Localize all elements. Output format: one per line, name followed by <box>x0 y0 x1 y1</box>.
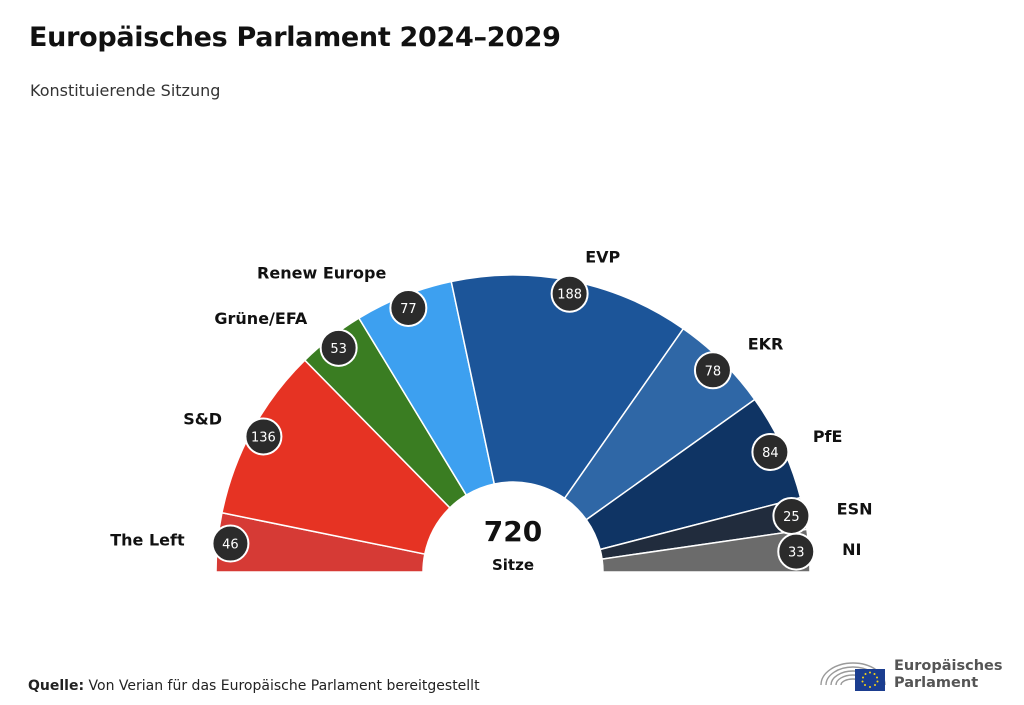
badge-the-left <box>211 524 250 563</box>
total-seats-label: Sitze <box>492 556 534 574</box>
hemicycle-logo-icon <box>820 662 886 691</box>
badge-sandd <box>244 417 283 456</box>
badge-ni <box>777 532 816 571</box>
logo-wordmark: Europäisches Parlament <box>894 658 1003 692</box>
party-label-the-left: The Left <box>110 531 185 550</box>
source-text: Von Verian für das Europäische Parlament… <box>88 678 480 694</box>
seat-count-ekr: 78 <box>705 364 722 379</box>
party-labels: The Left S&D Grüne/EFA Renew Europe EVP EKR Pf… <box>110 247 872 558</box>
seat-count-evp: 188 <box>557 288 582 303</box>
total-seats-value: 720 <box>484 515 542 548</box>
party-label-sandd: S&D <box>183 409 222 428</box>
chart-subtitle: Konstituierende Sitzung <box>30 81 221 100</box>
source-note: Quelle: Von Verian für das Europäische P… <box>28 678 480 694</box>
logo-line-2: Parlament <box>894 675 979 691</box>
party-label-evp: EVP <box>585 247 620 266</box>
party-label-gr-ne-efa: Grüne/EFA <box>214 309 308 328</box>
chart-title: Europäisches Parlament 2024–2029 <box>29 22 561 53</box>
party-label-renew-europe: Renew Europe <box>257 264 386 283</box>
seat-count-sandd: 136 <box>251 430 276 445</box>
logo-line-1: Europäisches <box>894 658 1003 674</box>
party-label-ekr: EKR <box>748 334 784 353</box>
seat-count-ni: 33 <box>788 546 805 561</box>
sector-evp <box>450 274 685 500</box>
badge-renew-europe <box>389 288 428 327</box>
badge-evp <box>550 274 589 313</box>
seat-count-esn: 25 <box>783 510 800 525</box>
party-label-pfe: PfE <box>813 427 843 446</box>
party-label-ni: NI <box>842 540 861 559</box>
badge-ekr <box>693 351 732 390</box>
party-label-esn: ESN <box>837 499 873 518</box>
seat-count-the-left: 46 <box>222 538 239 553</box>
badge-pfe <box>751 432 790 471</box>
source-label: Quelle: <box>28 678 85 694</box>
badge-gr-ne-efa <box>319 328 358 367</box>
sector-sandd <box>221 359 451 555</box>
european-parliament-logo: Europäisches Parlament <box>817 655 1007 695</box>
seat-badges: 46 136 53 77 188 78 84 25 33 <box>211 274 816 571</box>
seat-count-pfe: 84 <box>762 446 779 461</box>
seat-count-gr-ne-efa: 53 <box>330 342 347 357</box>
seat-count-renew-europe: 77 <box>400 302 417 317</box>
